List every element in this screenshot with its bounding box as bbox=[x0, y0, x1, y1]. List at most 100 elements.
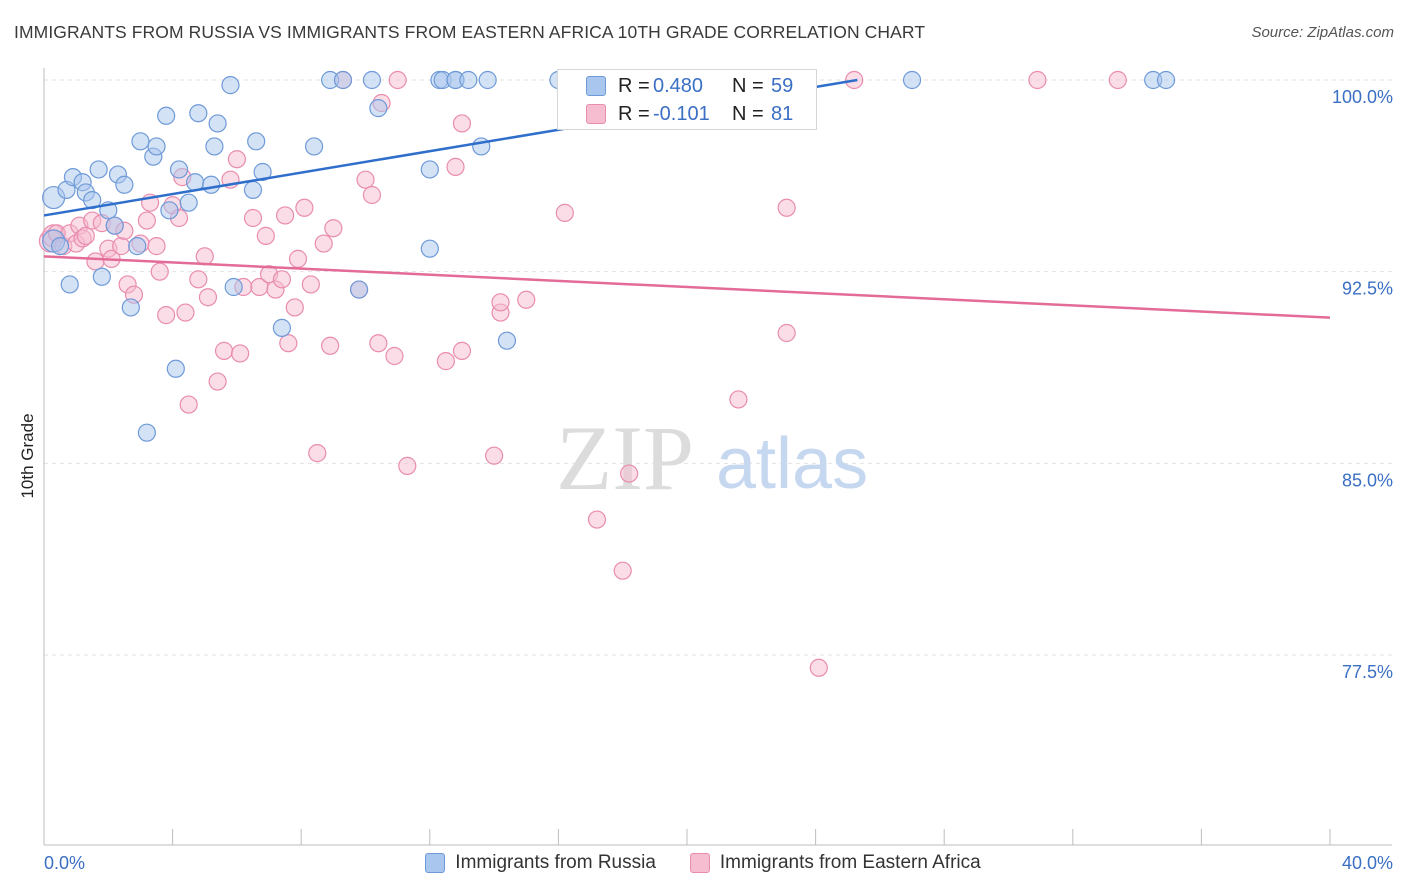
eafrica-point bbox=[295, 198, 314, 217]
eafrica-point bbox=[308, 444, 327, 463]
grid-lines bbox=[44, 79, 1392, 656]
russia-point bbox=[105, 216, 124, 235]
y-tick-label: 92.5% bbox=[1342, 279, 1393, 299]
y-tick-label: 100.0% bbox=[1332, 87, 1393, 107]
russia-point bbox=[902, 70, 922, 90]
stats-row-russia: R = 0.480 N = 59 bbox=[558, 72, 816, 100]
russia-point bbox=[253, 162, 272, 182]
eafrica-point bbox=[76, 226, 95, 245]
eafrica-point bbox=[208, 372, 227, 391]
eafrica-point bbox=[356, 170, 375, 189]
y-tick-label: 85.0% bbox=[1342, 470, 1393, 490]
tick-labels: 100.0% 92.5% 85.0% 77.5% 0.0% 40.0% bbox=[44, 87, 1393, 873]
russia-point bbox=[362, 70, 382, 90]
eafrica-point bbox=[198, 288, 218, 307]
eafrica-point bbox=[324, 219, 343, 238]
eafrica-point bbox=[517, 290, 536, 309]
eafrica-point bbox=[613, 561, 632, 580]
eafrica-point bbox=[157, 306, 176, 325]
eafrica-point bbox=[729, 390, 748, 409]
y-tick-label: 77.5% bbox=[1342, 662, 1393, 682]
russia-point bbox=[147, 137, 166, 156]
eafrica-point bbox=[452, 341, 472, 360]
russia-point bbox=[202, 175, 221, 194]
eafrica-point bbox=[243, 208, 263, 228]
eafrica-point bbox=[279, 334, 298, 353]
eafrica-point bbox=[285, 298, 304, 317]
stats-row-eafrica: R = -0.101 N = 81 bbox=[558, 100, 816, 128]
russia-point bbox=[1156, 70, 1176, 90]
legend-swatch-eafrica bbox=[689, 853, 710, 873]
russia-point bbox=[349, 280, 369, 299]
stats-n-value: 81 bbox=[771, 102, 794, 125]
russia-point bbox=[243, 180, 263, 199]
watermark: ZIP atlas bbox=[556, 407, 868, 509]
eafrica-point bbox=[301, 275, 320, 294]
y-axis-title: 10th Grade bbox=[18, 413, 37, 498]
russia-point bbox=[478, 70, 497, 90]
russia-point bbox=[128, 237, 147, 256]
stats-r-label: R = bbox=[618, 74, 650, 97]
russia-point bbox=[179, 193, 198, 212]
eafrica-point bbox=[137, 211, 156, 230]
eafrica-point bbox=[620, 464, 639, 483]
watermark-zip: ZIP bbox=[556, 407, 694, 509]
stats-n-label: N = bbox=[732, 102, 764, 125]
russia-point bbox=[304, 137, 324, 156]
eafrica-point bbox=[214, 341, 234, 360]
legend-item-russia[interactable]: Immigrants from Russia bbox=[425, 852, 656, 874]
eafrica-point bbox=[446, 157, 465, 176]
legend-swatch-russia bbox=[425, 853, 446, 873]
russia-point bbox=[459, 70, 478, 90]
x-tick-label: 0.0% bbox=[44, 853, 85, 873]
source-label: Source: ZipAtlas.com bbox=[1251, 24, 1394, 41]
russia-point bbox=[121, 298, 140, 317]
watermark-atlas: atlas bbox=[716, 424, 868, 504]
russia-point bbox=[89, 160, 108, 179]
russia-point bbox=[420, 239, 439, 258]
axes bbox=[43, 68, 1392, 846]
stats-r-value: -0.101 bbox=[653, 102, 710, 125]
russia-point bbox=[247, 132, 266, 151]
eafrica-point bbox=[176, 303, 195, 322]
series-eastern-africa-points bbox=[38, 70, 1127, 677]
stats-r-label: R = bbox=[618, 102, 650, 125]
eafrica-point bbox=[452, 114, 472, 133]
eafrica-point bbox=[195, 247, 214, 266]
stats-n-value: 59 bbox=[771, 74, 794, 97]
eafrica-point bbox=[321, 336, 340, 355]
eafrica-point bbox=[314, 234, 333, 253]
eafrica-point bbox=[369, 334, 388, 353]
eafrica-point bbox=[147, 237, 166, 256]
stats-swatch-eafrica bbox=[586, 104, 606, 124]
russia-point bbox=[420, 160, 439, 179]
eafrica-point bbox=[777, 198, 796, 217]
stats-box: R = 0.480 N = 59 R = -0.101 N = 81 bbox=[557, 69, 817, 130]
russia-point bbox=[169, 160, 189, 179]
russia-point bbox=[333, 70, 353, 90]
russia-point bbox=[50, 237, 70, 256]
eafrica-point bbox=[276, 206, 295, 225]
russia-point bbox=[166, 359, 185, 378]
eafrica-point bbox=[587, 510, 607, 529]
stats-swatch-russia bbox=[586, 76, 606, 96]
russia-point bbox=[224, 277, 243, 297]
eafrica-point bbox=[388, 70, 407, 90]
eafrica-point bbox=[485, 446, 504, 465]
eafrica-point bbox=[86, 252, 105, 271]
eafrica-point bbox=[112, 237, 131, 256]
eafrica-point bbox=[809, 658, 828, 677]
legend-item-eafrica[interactable]: Immigrants from Eastern Africa bbox=[689, 852, 981, 874]
eafrica-point bbox=[231, 344, 250, 363]
eafrica-point bbox=[256, 226, 275, 245]
eafrica-point bbox=[288, 249, 308, 268]
stats-n-label: N = bbox=[732, 74, 764, 97]
eafrica-point bbox=[385, 346, 404, 366]
legend: Immigrants from Russia Immigrants from E… bbox=[0, 852, 1406, 874]
russia-point bbox=[272, 318, 292, 337]
stats-r-value: 0.480 bbox=[653, 74, 704, 97]
russia-point bbox=[208, 114, 227, 133]
eafrica-point bbox=[1108, 70, 1127, 90]
eafrica-point bbox=[362, 185, 382, 205]
eafrica-point bbox=[1028, 70, 1047, 90]
